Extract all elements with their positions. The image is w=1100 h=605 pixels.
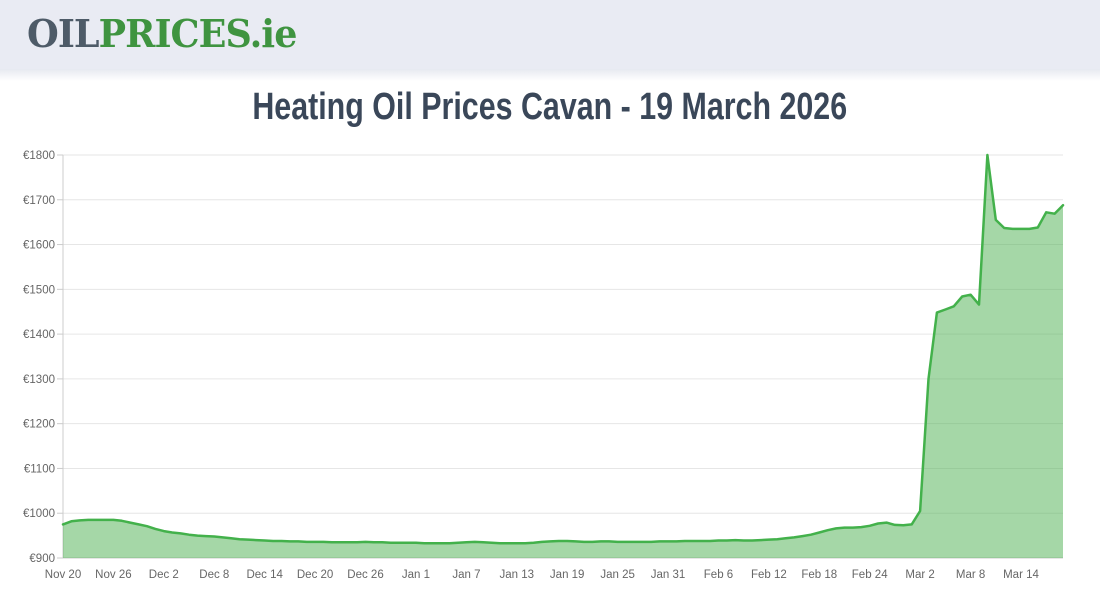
x-axis-label: Jan 25 [600,569,635,581]
x-axis-label: Dec 2 [149,569,179,581]
x-axis-label: Dec 26 [347,569,383,581]
price-chart[interactable]: €900 €1000 €1100 €1200 €1300 €1400 €1500 €1600 €… [0,145,1100,600]
x-axis-label: Feb 6 [704,569,733,581]
x-axis-label: Nov 20 [45,569,81,581]
site-logo[interactable]: OILPRICES.ie [27,11,298,56]
line-series [61,153,1065,545]
x-axis-label: Mar 14 [1003,569,1039,581]
area-series [63,155,1063,558]
page-title: Heating Oil Prices Cavan - 19 March 2026 [252,86,848,128]
y-axis-label: €900 [29,553,55,565]
y-axis-label: €1600 [23,240,55,252]
y-axis-label: €1800 [23,150,55,162]
y-axis-label: €1200 [23,419,55,431]
y-axis-label: €1100 [24,463,55,475]
x-axis-label: Dec 20 [297,569,333,581]
x-axis-label: Dec 14 [246,569,283,581]
x-axis-label: Jan 19 [550,569,585,581]
chart-svg: €900 €1000 €1100 €1200 €1300 €1400 €1500 €1600 €… [23,150,1065,581]
x-axis-label: Mar 2 [905,569,934,581]
x-axis-label: Feb 24 [852,569,888,581]
x-axis-label: Mar 8 [956,569,985,581]
logo-text-ie: .ie [249,11,298,56]
y-axis-label: €1400 [23,329,55,341]
x-axis-label: Jan 13 [500,569,535,581]
site-header: OILPRICES.ie [0,0,1100,81]
x-axis-label: Jan 31 [651,569,686,581]
x-axis-label: Dec 8 [199,569,229,581]
x-axis-label: Feb 12 [751,569,787,581]
x-axis-label: Jan 1 [402,569,430,581]
y-axis-label: €1700 [23,195,55,207]
logo-text-oil: OIL [27,11,100,56]
x-axis-label: Nov 26 [95,569,131,581]
y-axis-label: €1500 [23,284,55,296]
x-axis-label: Feb 18 [801,569,837,581]
x-axis-label: Jan 7 [452,569,480,581]
y-axis-label: €1000 [23,508,55,520]
y-axis-label: €1300 [23,374,55,386]
logo-text-prices: PRICES [98,11,251,56]
